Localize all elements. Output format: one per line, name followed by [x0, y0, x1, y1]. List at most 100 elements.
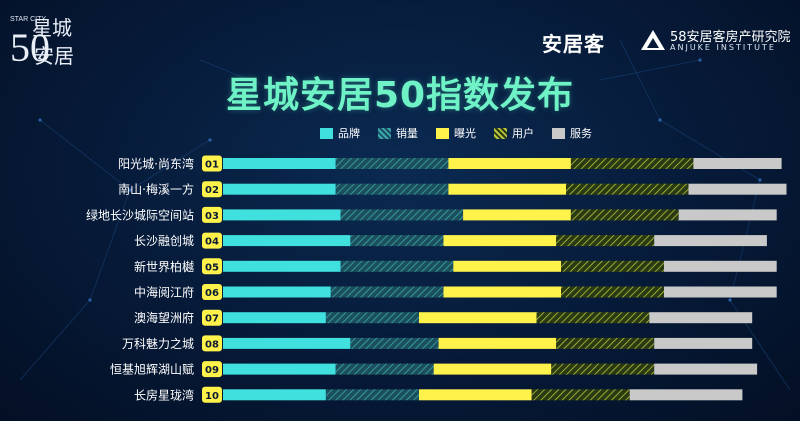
institute-triangle-icon [641, 30, 665, 50]
bar-segment [419, 312, 537, 324]
bar-segment [433, 363, 552, 375]
legend-swatch [552, 127, 565, 139]
bar-segment [223, 389, 326, 401]
bar-segment [335, 183, 449, 195]
rank-badge [202, 335, 222, 352]
bar-segment [443, 235, 557, 247]
rank-badge [202, 386, 222, 403]
rank-badge [202, 258, 222, 275]
category-label: 长沙融创城 [134, 234, 194, 248]
bar-segment [664, 260, 777, 272]
bar-segment [335, 158, 449, 169]
bar-segment [570, 209, 679, 221]
legend-label: 服务 [570, 127, 592, 140]
legend-item-1: 品牌 [320, 126, 360, 140]
chart-legend: 品牌 销量 曝光 用户 服务 [320, 126, 592, 140]
logo-number: 50 [10, 25, 50, 70]
bar-segment [536, 312, 650, 324]
bar-segment [223, 286, 331, 298]
category-label: 阳光城·尚东湾 [118, 156, 194, 171]
rank-label: 03 [205, 211, 219, 222]
bar-segment [556, 235, 655, 247]
bar-segment [223, 235, 351, 247]
rank-badge [202, 232, 222, 249]
chart-title: 星城安居50指数发布 [225, 75, 575, 116]
category-label: 新世界柏樾 [134, 259, 194, 274]
institute-name-english: ANJUKE INSTITUTE [670, 43, 776, 52]
legend-label: 品牌 [338, 127, 360, 140]
category-label: 澳海望洲府 [134, 310, 194, 325]
rank-label: 05 [205, 262, 219, 273]
rank-label: 08 [205, 339, 219, 350]
legend-swatch [378, 127, 391, 139]
bar-segment [453, 260, 562, 272]
bar-segment [678, 209, 777, 221]
legend-item-5: 服务 [552, 126, 592, 140]
bar-segment [654, 363, 758, 375]
bar-segment [340, 260, 454, 272]
anjuke-logo-text: 安居客 [542, 32, 605, 56]
bar-segment [629, 389, 743, 401]
bar-segment [325, 389, 419, 401]
legend-swatch [494, 127, 507, 139]
rank-label: 04 [205, 237, 219, 248]
bar-segment [419, 389, 532, 401]
bar-segment [340, 209, 464, 221]
bar-segment [654, 337, 753, 349]
rank-label: 07 [205, 314, 219, 325]
bar-segment [223, 363, 336, 375]
legend-label: 销量 [396, 127, 418, 140]
bar-segment [325, 312, 419, 324]
institute-name: 58安居客房产研究院 [670, 30, 791, 45]
legend-label: 用户 [512, 127, 534, 140]
bar-segment [654, 235, 767, 247]
legend-item-4: 用户 [494, 126, 534, 140]
bar-segment [443, 286, 562, 298]
legend-swatch [320, 127, 333, 139]
bar-segment [693, 158, 782, 169]
rank-label: 06 [205, 288, 219, 299]
bar-segment [223, 183, 336, 195]
bar-segment [223, 312, 326, 324]
category-label: 恒基旭辉湖山赋 [110, 362, 194, 377]
legend-item-2: 销量 [378, 126, 418, 140]
bar-segment [531, 389, 630, 401]
bar-segment [561, 286, 664, 298]
bar-segment [664, 286, 777, 298]
rank-badge [202, 206, 222, 223]
bar-segment [350, 337, 439, 349]
logo-chinese-top: 星城 [32, 16, 72, 40]
rank-badge [202, 309, 222, 326]
bar-segment [566, 183, 689, 195]
category-label: 南山·梅溪一方 [118, 182, 194, 197]
rank-badge [202, 361, 222, 378]
rank-label: 09 [205, 365, 219, 376]
rank-badge [202, 181, 222, 198]
bar-segment [330, 286, 444, 298]
rank-label: 01 [205, 160, 219, 171]
bar-segment [350, 235, 444, 247]
bar-segment [463, 209, 571, 221]
rank-label: 02 [205, 185, 219, 196]
legend-label: 曝光 [454, 127, 476, 140]
logo-english-text: STAR CITY [10, 16, 47, 23]
bar-segment [688, 183, 787, 195]
bar-segment [570, 158, 694, 169]
bar-segment [649, 312, 753, 324]
bar-segment [556, 337, 655, 349]
legend-item-3: 曝光 [436, 126, 476, 140]
bar-segment [223, 209, 341, 221]
category-label: 中海阅江府 [134, 285, 194, 300]
category-label: 绿地长沙城际空间站 [86, 207, 194, 222]
bar-segment [448, 158, 571, 169]
bar-segment [223, 337, 351, 349]
rank-label: 10 [205, 391, 219, 402]
bar-segment [448, 183, 566, 195]
bar-segment [335, 363, 434, 375]
bar-segment [223, 260, 341, 272]
category-label: 万科魅力之城 [122, 336, 194, 351]
bar-segment [438, 337, 557, 349]
rank-badge [202, 155, 222, 172]
star-city-logo: STAR CITY 50 星城 安居 [8, 6, 78, 68]
